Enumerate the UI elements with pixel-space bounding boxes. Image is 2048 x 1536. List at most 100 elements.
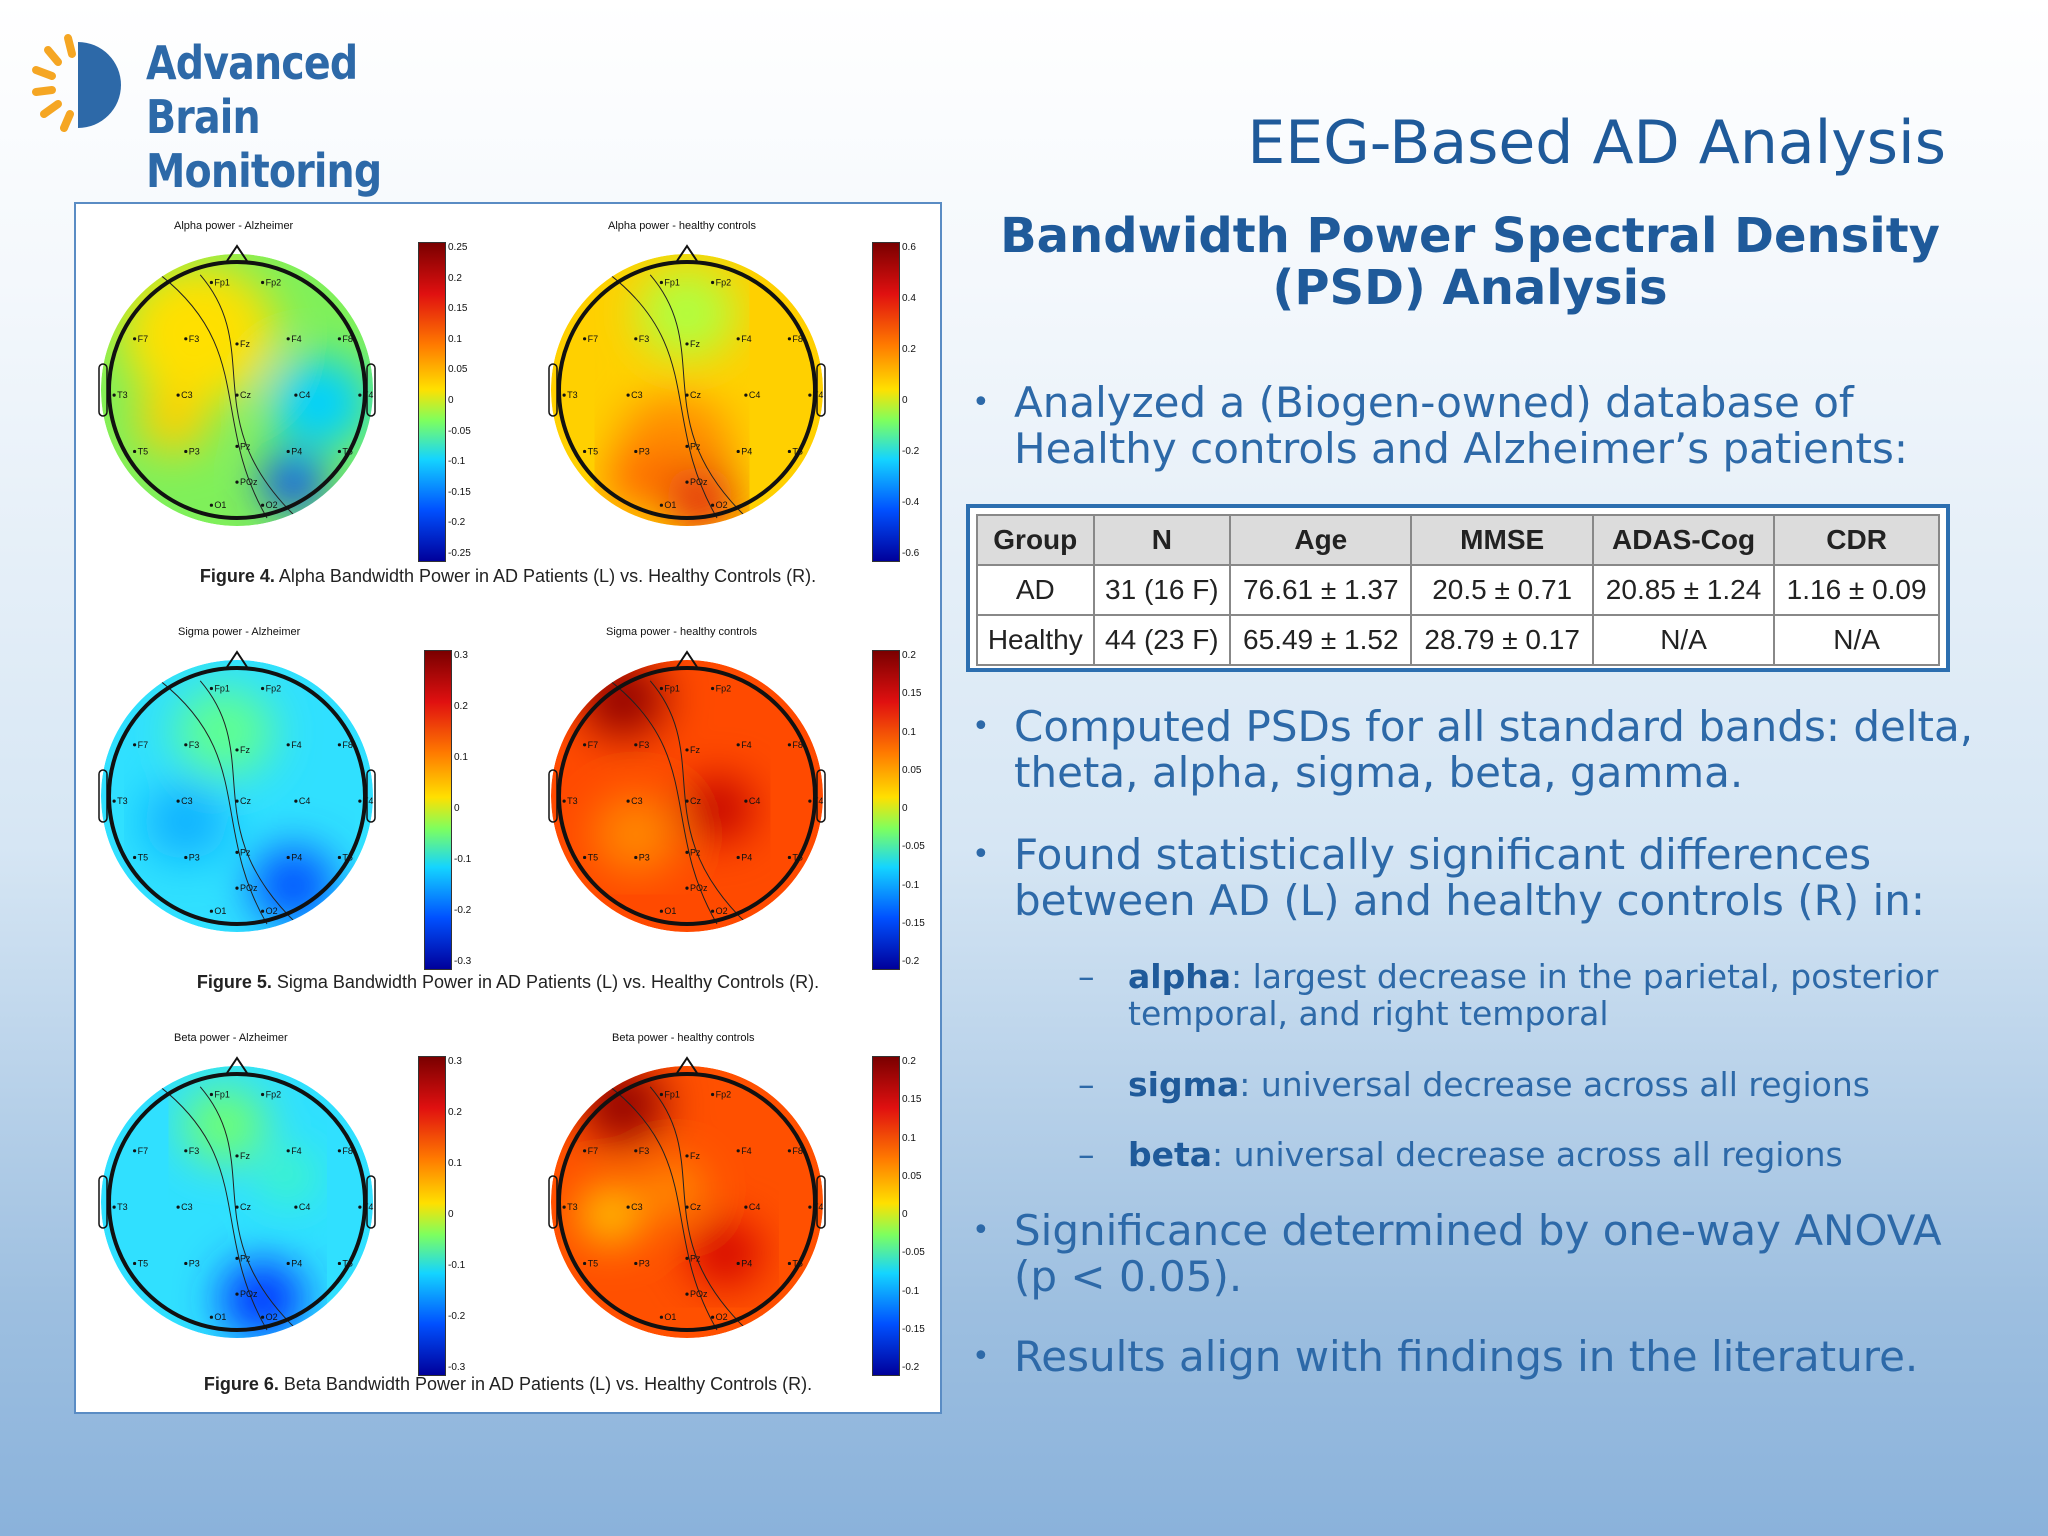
electrode-label: F7 bbox=[588, 1146, 599, 1156]
colorbar-tick-label: 0.2 bbox=[448, 1107, 462, 1118]
electrode-label: Pz bbox=[240, 847, 251, 857]
colorbar-alpha-alzheimer bbox=[418, 242, 446, 562]
electrode-label: F3 bbox=[189, 334, 200, 344]
figure-row-sigma: Sigma power - Alzheimer Sigma power - he… bbox=[76, 618, 940, 1018]
colorbar-tick-label: -0.15 bbox=[448, 486, 471, 498]
colorbar-beta-alzheimer bbox=[418, 1056, 446, 1376]
electrode-label: P3 bbox=[639, 1258, 650, 1268]
colorbar-tick-label: 0 bbox=[902, 1209, 908, 1220]
electrode-dot bbox=[685, 393, 689, 397]
subtitle-line-1: Bandwidth Power Spectral Density bbox=[1000, 208, 1940, 264]
electrode-dot bbox=[711, 1092, 715, 1097]
colorbar-sigma-alzheimer bbox=[424, 650, 452, 970]
colorbar-tick-label: 0.2 bbox=[902, 1056, 916, 1067]
electrode-label: P3 bbox=[189, 852, 200, 862]
bullet-marker: • bbox=[972, 709, 990, 744]
electrode-dot bbox=[358, 393, 362, 397]
electrode-dot bbox=[184, 743, 188, 747]
electrode-label: P4 bbox=[741, 446, 752, 456]
electrode-label: F7 bbox=[138, 1146, 149, 1156]
sub-bullet-marker: – bbox=[1078, 1135, 1095, 1174]
colorbar-tick-label: 0 bbox=[448, 395, 454, 406]
electrode-label: T3 bbox=[567, 390, 578, 400]
colorbar-tick-label: -0.3 bbox=[448, 1362, 466, 1373]
sub-bullet-marker: – bbox=[1078, 957, 1095, 996]
electrode-label: Pz bbox=[690, 441, 701, 451]
electrode-dot bbox=[744, 393, 748, 397]
table-header-row: Group N Age MMSE ADAS-Cog CDR bbox=[976, 514, 1940, 566]
electrode-label: T6 bbox=[342, 852, 353, 862]
figure-caption-sigma: Figure 5. Sigma Bandwidth Power in AD Pa… bbox=[76, 972, 940, 993]
electrode-dot bbox=[711, 909, 715, 913]
electrode-dot bbox=[112, 393, 116, 397]
electrode-label: F8 bbox=[342, 334, 353, 344]
electrode-dot bbox=[209, 686, 213, 691]
electrode-dot bbox=[787, 449, 791, 454]
electrode-label: F4 bbox=[291, 740, 302, 750]
electrode-dot bbox=[736, 449, 740, 454]
electrode-dot bbox=[787, 337, 791, 341]
electrode-dot bbox=[235, 342, 239, 346]
logo-wordmark: Advanced Brain Monitoring bbox=[146, 36, 459, 198]
table-cell: N/A bbox=[1591, 614, 1776, 666]
colorbar-tick-label: 0.15 bbox=[448, 303, 468, 315]
electrode-dot bbox=[562, 1205, 566, 1209]
electrode-dot bbox=[626, 799, 630, 803]
topomap-sigma-healthy: Fp1 Fp2 F7 F3 Fz F4 F8 T3 C3 Cz C4 T4 T5 P3 Pz P4 T6 POz O… bbox=[548, 650, 826, 932]
electrode-label: T5 bbox=[588, 852, 599, 862]
electrode-dot bbox=[626, 1205, 630, 1209]
colorbar-tick-label: 0.15 bbox=[902, 1094, 922, 1106]
electrode-dot bbox=[261, 686, 265, 691]
electrode-dot bbox=[583, 1261, 587, 1266]
electrode-label: F4 bbox=[741, 334, 752, 344]
electrode-dot bbox=[736, 337, 740, 341]
electrode-label: F3 bbox=[639, 740, 650, 750]
map-title-left: Alpha power - Alzheimer bbox=[174, 220, 294, 232]
electrode-label: T4 bbox=[813, 796, 824, 806]
caption-text: Sigma Bandwidth Power in AD Patients (L)… bbox=[271, 972, 820, 992]
electrode-dot bbox=[808, 393, 812, 397]
electrode-dot bbox=[711, 686, 715, 691]
electrode-label: T5 bbox=[138, 1258, 149, 1268]
electrode-label: O1 bbox=[214, 1312, 226, 1322]
caption-label: Figure 6. bbox=[203, 1374, 279, 1394]
sub-bullet-text: : universal decrease across all regions bbox=[1212, 1135, 1843, 1174]
electrode-dot bbox=[659, 909, 663, 913]
electrode-dot bbox=[176, 393, 180, 397]
electrode-label: O1 bbox=[664, 906, 676, 916]
electrode-dot bbox=[685, 886, 689, 890]
electrode-dot bbox=[736, 1261, 740, 1266]
electrode-dot bbox=[209, 1315, 213, 1319]
electrode-label: Fp1 bbox=[664, 277, 680, 287]
electrode-label: O1 bbox=[214, 500, 226, 510]
electrode-dot bbox=[261, 1092, 265, 1097]
electrode-dot bbox=[337, 743, 341, 747]
bullet-text: Results align with findings in the liter… bbox=[1014, 1332, 1919, 1381]
table-header-cell: MMSE bbox=[1410, 514, 1594, 566]
electrode-dot bbox=[261, 1315, 265, 1319]
slide-subtitle: Bandwidth Power Spectral Density (PSD) A… bbox=[990, 210, 1950, 314]
electrode-label: Fp1 bbox=[664, 1089, 680, 1099]
bullet-marker: • bbox=[972, 1339, 990, 1374]
electrode-dot bbox=[685, 850, 689, 854]
colorbar-tick-label: -0.05 bbox=[902, 841, 925, 853]
colorbar-tick-label: -0.1 bbox=[902, 1285, 920, 1297]
electrode-label: F8 bbox=[342, 1146, 353, 1156]
colorbar-tick-label: 0.2 bbox=[448, 272, 462, 284]
electrode-label: O1 bbox=[664, 500, 676, 510]
electrode-label: T3 bbox=[567, 1202, 578, 1212]
colorbar-beta-healthy bbox=[872, 1056, 900, 1376]
colorbar-tick-label: 0.1 bbox=[902, 726, 916, 738]
electrode-dot bbox=[235, 886, 239, 890]
topomap-sigma-alzheimer: Fp1 Fp2 F7 F3 Fz F4 F8 T3 C3 Cz C4 T4 T5 P3 Pz P4 T6 POz O… bbox=[98, 650, 376, 932]
electrode-dot bbox=[634, 1149, 638, 1153]
electrode-dot bbox=[685, 480, 689, 484]
colorbar-tick-label: -0.4 bbox=[902, 497, 920, 508]
electrode-dot bbox=[787, 1261, 791, 1266]
electrode-dot bbox=[209, 909, 213, 913]
electrode-dot bbox=[685, 748, 689, 752]
electrode-dot bbox=[659, 1315, 663, 1319]
electrode-dot bbox=[286, 743, 290, 747]
bullet-text: Analyzed a (Biogen-owned) database of He… bbox=[1014, 378, 1908, 473]
demographics-table: Group N Age MMSE ADAS-Cog CDR AD 31 (16 … bbox=[966, 504, 1950, 672]
